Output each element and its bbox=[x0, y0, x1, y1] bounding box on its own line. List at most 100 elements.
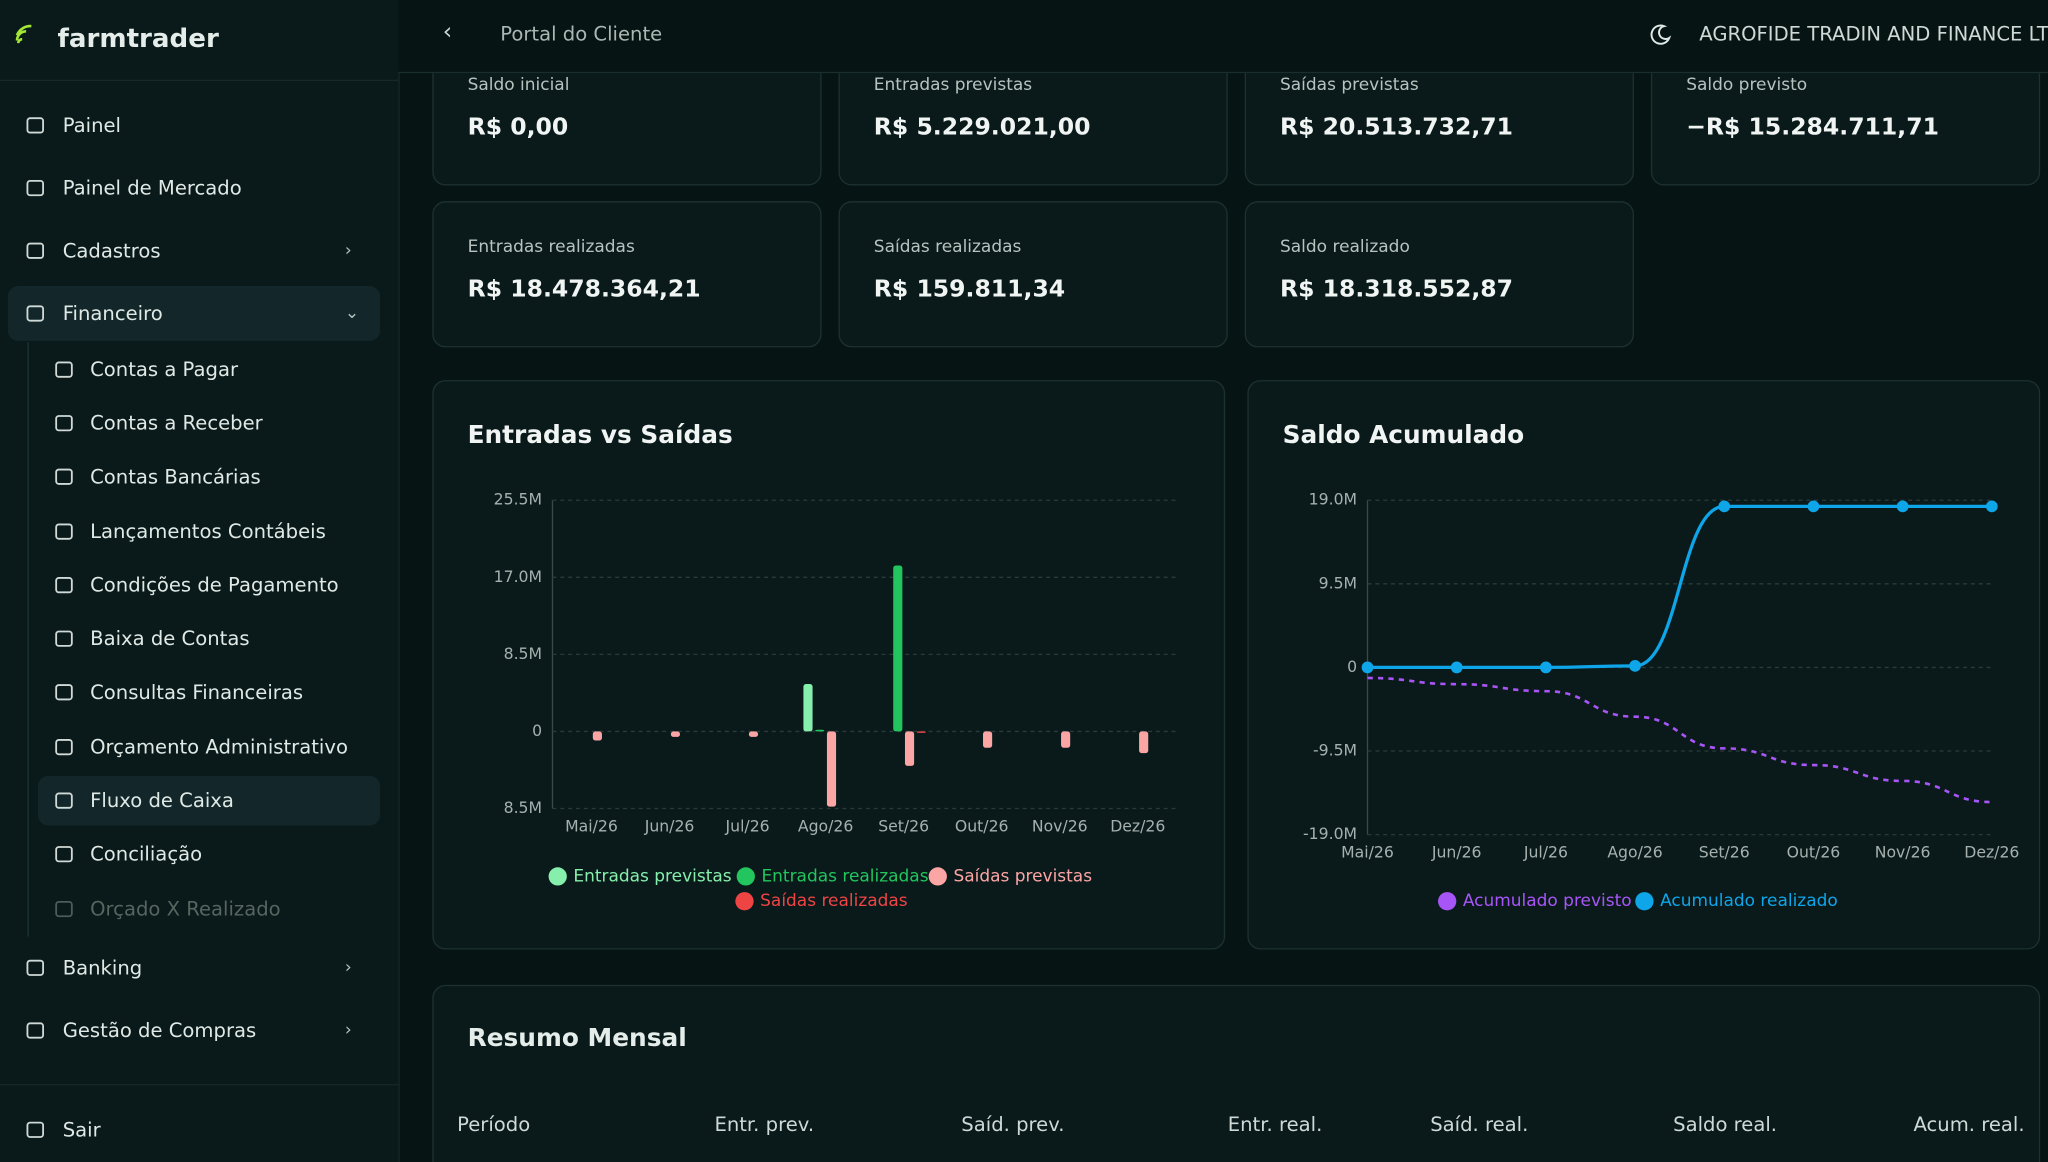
tree-line bbox=[27, 342, 29, 937]
chevron: ⌄ bbox=[344, 303, 360, 324]
y-tick-label: 8.5M bbox=[504, 644, 542, 663]
legend-label: Entradas realizadas bbox=[761, 866, 928, 886]
company-name[interactable]: AGROFIDE TRADIN AND FINANCE LTDA bbox=[1699, 22, 2048, 46]
y-tick-label: -19.0M bbox=[1303, 824, 1357, 843]
legend-marker bbox=[736, 867, 755, 886]
x-tick-label: Jun/26 bbox=[1431, 842, 1482, 861]
summary-card: Saldo realizado R$ 18.318.552,87 bbox=[1244, 201, 1634, 348]
menu-item[interactable]: Cadastros bbox=[62, 239, 161, 263]
bar bbox=[983, 731, 993, 748]
x-tick-label: Out/26 bbox=[1787, 842, 1841, 861]
point bbox=[1985, 500, 1998, 513]
card-label: Saídas realizadas bbox=[873, 237, 1022, 258]
point bbox=[1629, 659, 1641, 672]
y-tick-label: 17.0M bbox=[494, 567, 542, 586]
card-label: Saídas previstas bbox=[1279, 75, 1419, 96]
chart-title: Entradas vs Saídas bbox=[468, 420, 733, 449]
icon bbox=[26, 179, 45, 197]
card-value: R$ 0,00 bbox=[467, 113, 569, 142]
legend-marker bbox=[548, 867, 567, 886]
submenu-item[interactable]: Consultas Financeiras bbox=[90, 680, 304, 704]
legend-marker bbox=[928, 867, 947, 886]
card-label: Saldo previsto bbox=[1686, 75, 1808, 96]
line bbox=[1367, 676, 1992, 804]
card-label: Entradas realizadas bbox=[467, 237, 635, 258]
active-group bbox=[7, 286, 381, 341]
card-label: Saldo inicial bbox=[467, 75, 570, 96]
submenu-item[interactable]: Condições de Pagamento bbox=[90, 573, 339, 597]
card-label: Saldo realizado bbox=[1279, 237, 1410, 258]
page-title: Portal do Cliente bbox=[500, 22, 663, 46]
bar bbox=[1061, 731, 1071, 748]
x-tick-label: Nov/26 bbox=[1032, 816, 1088, 835]
chevron: › bbox=[344, 1020, 352, 1041]
logout[interactable]: Sair bbox=[62, 1118, 101, 1142]
point bbox=[1807, 500, 1820, 513]
submenu-item[interactable]: Contas a Pagar bbox=[90, 357, 238, 382]
card-value: R$ 20.513.732,71 bbox=[1279, 113, 1514, 142]
icon bbox=[55, 361, 73, 378]
column-header: Saíd. real. bbox=[1430, 1112, 1529, 1137]
active-item bbox=[37, 775, 381, 826]
column-header: Entr. prev. bbox=[714, 1112, 815, 1137]
brand: farmtrader bbox=[57, 22, 219, 54]
legend-marker bbox=[1438, 892, 1457, 911]
submenu-item[interactable]: Contas Bancárias bbox=[90, 464, 261, 489]
legend-label: Entradas previstas bbox=[573, 866, 731, 886]
legend-label: Acumulado realizado bbox=[1660, 891, 1838, 911]
submenu-item[interactable]: Fluxo de Caixa bbox=[90, 788, 234, 813]
submenu-item[interactable]: Orçamento Administrativo bbox=[90, 735, 348, 759]
x-tick-label: Ago/26 bbox=[1607, 842, 1662, 861]
bar bbox=[670, 731, 680, 737]
bar bbox=[592, 731, 602, 741]
legend-marker bbox=[735, 892, 754, 911]
x-tick-label: Jul/26 bbox=[1523, 842, 1568, 861]
icon bbox=[55, 900, 73, 918]
menu-item[interactable]: Painel bbox=[62, 113, 121, 138]
icon bbox=[55, 684, 73, 701]
header: ‹ Portal do Cliente AGROFIDE TRADIN AND … bbox=[398, 0, 2048, 74]
icon bbox=[26, 1121, 45, 1138]
menu-item[interactable]: Banking bbox=[62, 956, 143, 980]
bar bbox=[748, 731, 759, 737]
table-card bbox=[432, 984, 2041, 1162]
icon bbox=[55, 468, 73, 485]
icon bbox=[55, 739, 73, 756]
x-tick-label: Ago/26 bbox=[798, 816, 853, 835]
menu-item[interactable]: Painel de Mercado bbox=[62, 176, 242, 200]
x-tick-label: Out/26 bbox=[955, 816, 1009, 835]
y-tick-label: 19.0M bbox=[1309, 490, 1357, 509]
line bbox=[1367, 504, 1992, 670]
x-tick-label: Mai/26 bbox=[1341, 842, 1394, 861]
submenu-item[interactable]: Lançamentos Contábeis bbox=[90, 519, 326, 544]
point bbox=[1896, 500, 1909, 513]
x-tick-label: Mai/26 bbox=[565, 816, 618, 835]
card-value: −R$ 15.284.711,71 bbox=[1686, 113, 1939, 142]
point bbox=[1540, 661, 1552, 674]
icon bbox=[55, 415, 73, 432]
icon bbox=[55, 577, 73, 594]
submenu-item[interactable]: Baixa de Contas bbox=[90, 626, 250, 651]
bar bbox=[904, 731, 915, 766]
menu-item[interactable]: Gestão de Compras bbox=[62, 1018, 257, 1043]
menu-item[interactable]: Financeiro bbox=[62, 301, 163, 326]
bar bbox=[1139, 731, 1149, 754]
summary-card: Entradas realizadas R$ 18.478.364,21 bbox=[432, 201, 822, 348]
icon bbox=[26, 242, 45, 259]
legend-label: Saídas previstas bbox=[953, 866, 1092, 886]
x-tick-label: Dez/26 bbox=[1964, 842, 2019, 861]
theme-toggle[interactable] bbox=[1648, 22, 1672, 46]
card-label: Entradas previstas bbox=[873, 75, 1033, 96]
card-value: R$ 18.478.364,21 bbox=[467, 275, 701, 304]
submenu-item[interactable]: Conciliação bbox=[90, 842, 203, 866]
icon bbox=[55, 846, 73, 863]
submenu-item[interactable]: Contas a Receber bbox=[90, 411, 263, 435]
chart-card bbox=[432, 380, 1226, 950]
chevron: › bbox=[344, 958, 352, 978]
legend-label: Saídas realizadas bbox=[760, 891, 908, 911]
logo bbox=[15, 24, 32, 44]
back-button[interactable]: ‹ bbox=[442, 18, 453, 46]
legend-label: Acumulado previsto bbox=[1463, 891, 1632, 911]
x-tick-label: Jun/26 bbox=[644, 816, 695, 835]
bar bbox=[916, 731, 926, 733]
